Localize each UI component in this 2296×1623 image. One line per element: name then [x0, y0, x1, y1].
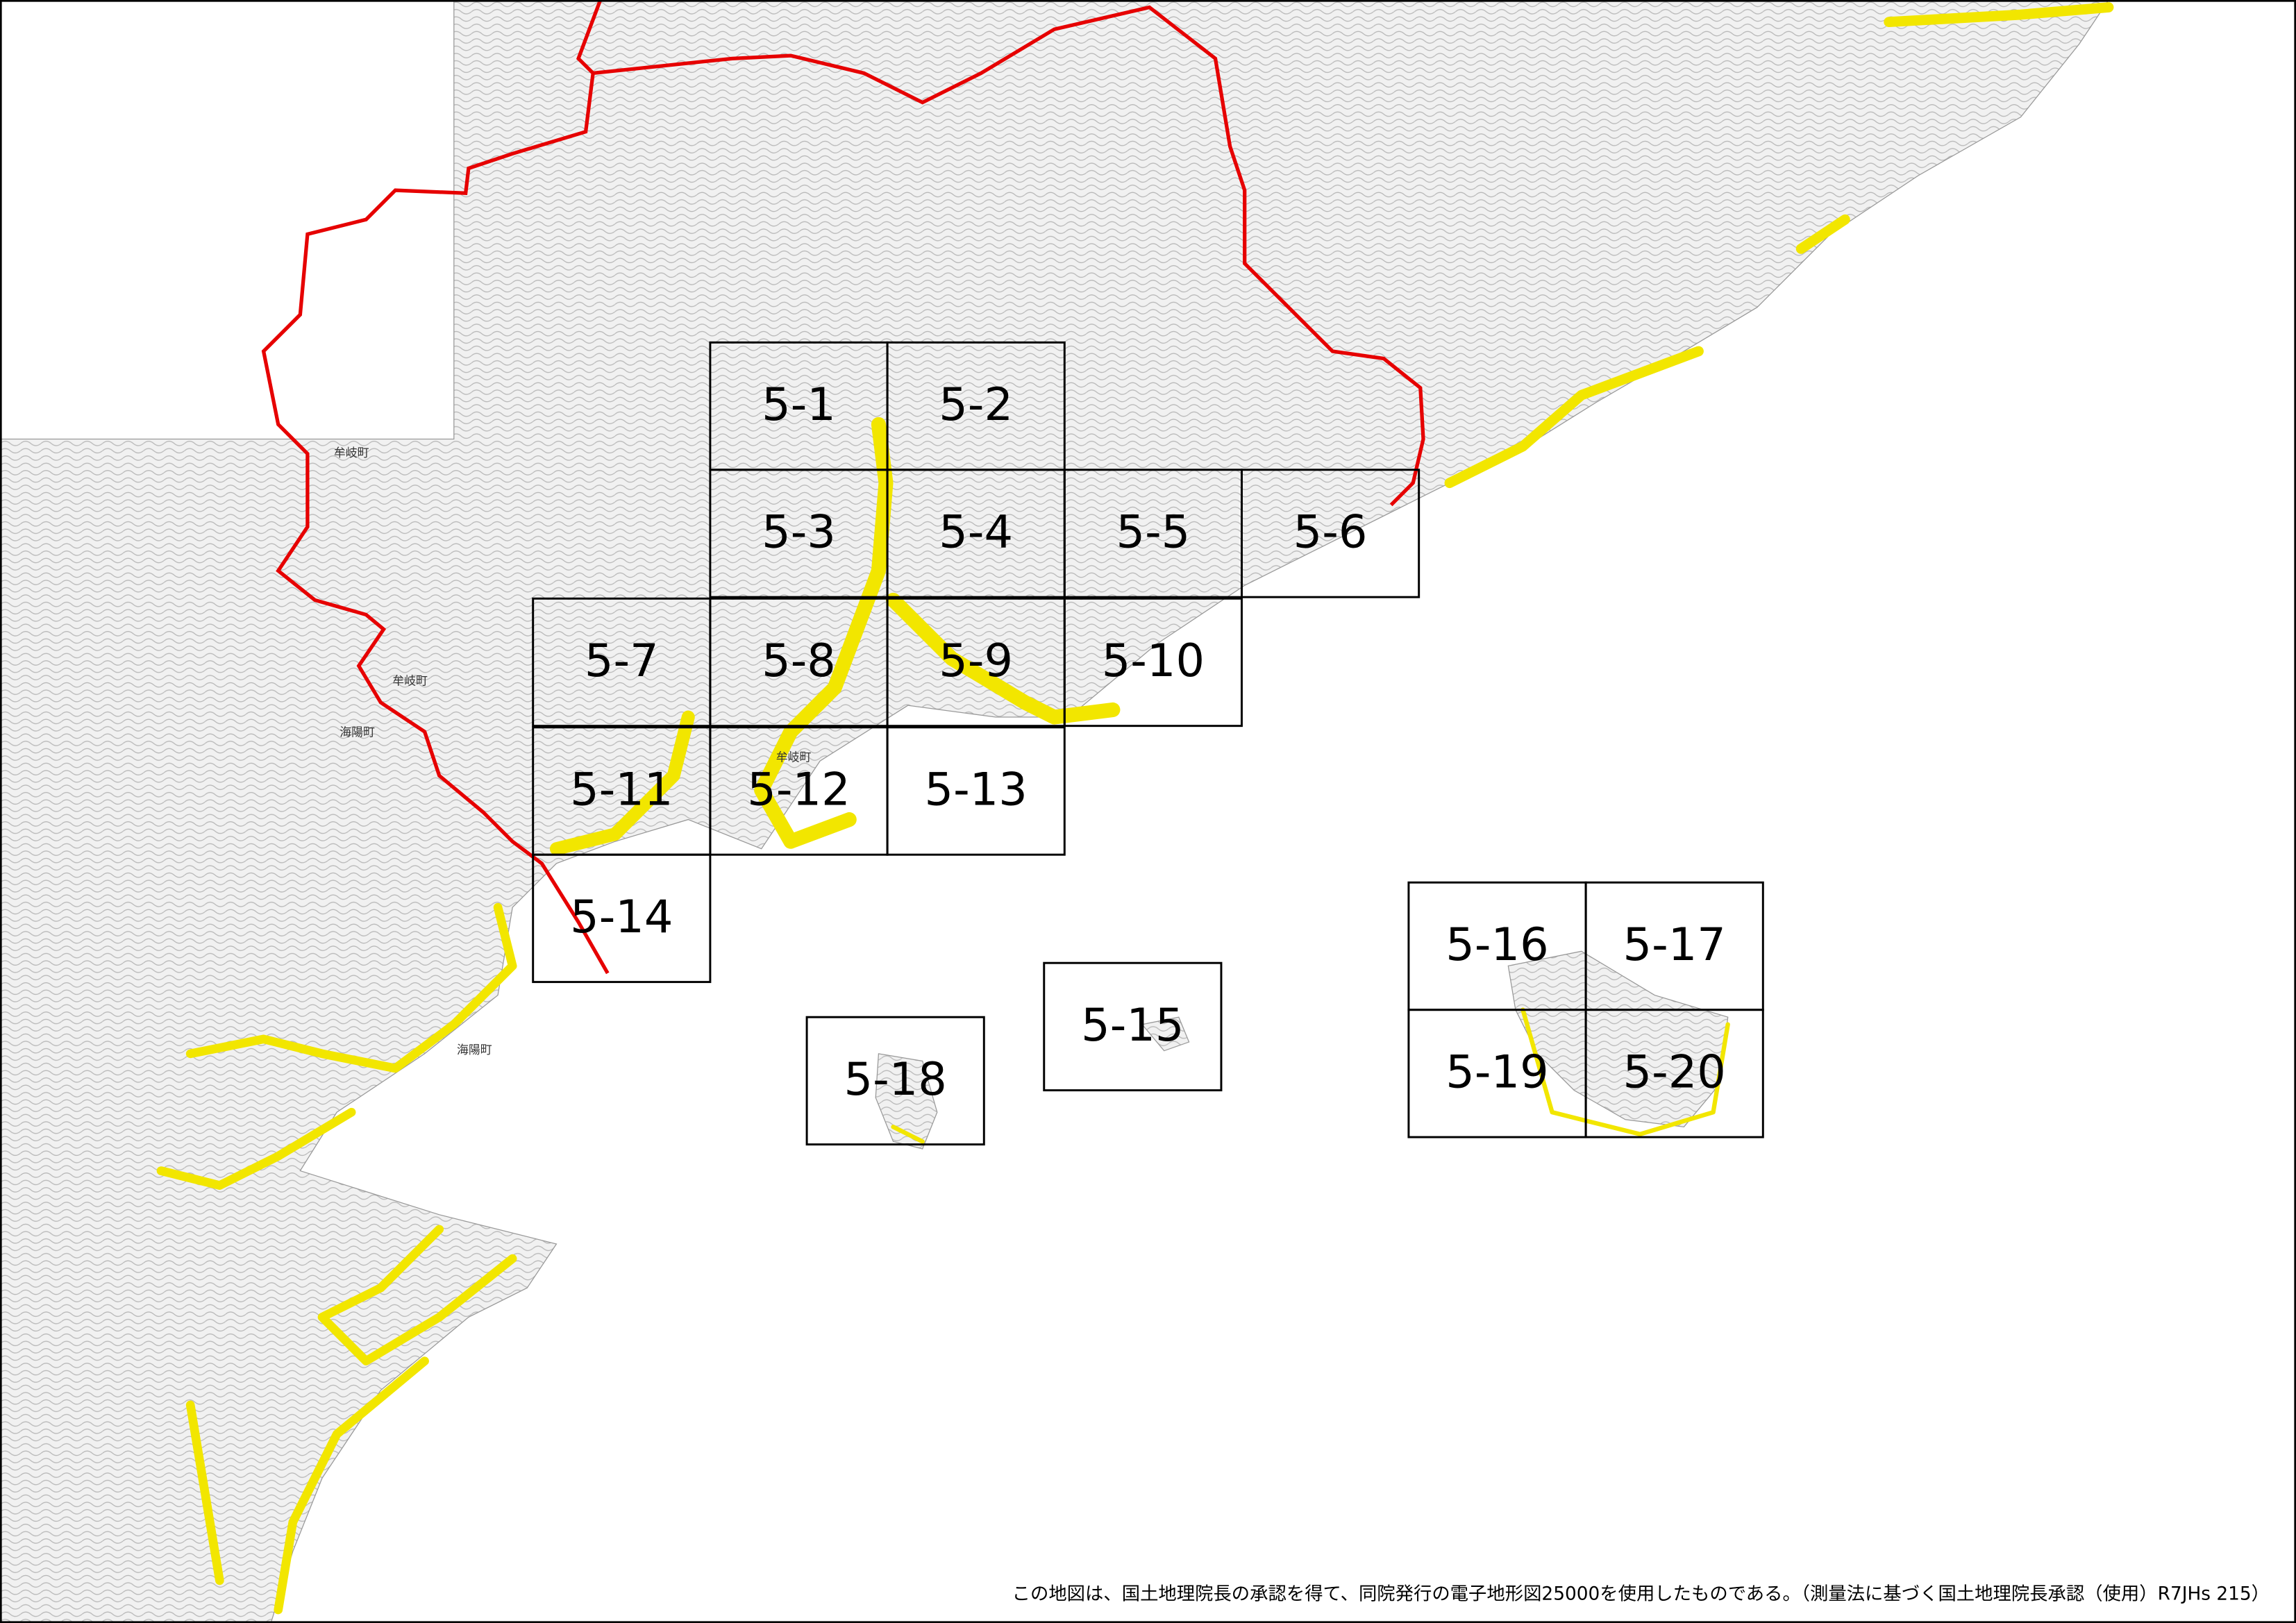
town-label: 海陽町 — [457, 1043, 492, 1057]
town-label: 牟岐町 — [776, 750, 812, 764]
grid-cell — [886, 726, 1066, 856]
cell-label: 5-1 — [762, 378, 836, 431]
cell-label: 5-20 — [1623, 1046, 1726, 1099]
inundation-areas — [156, 2, 2114, 1615]
cell-label: 5-18 — [844, 1053, 947, 1106]
grid-cells: 5-1 5-2 5-3 5-4 5-5 5-6 5-7 5-8 5-9 5-10 5-11 5-12 5… — [532, 341, 1764, 1146]
cell-label: 5-10 — [1102, 634, 1205, 687]
cell-label: 5-7 — [585, 634, 659, 687]
grid-cell — [1043, 961, 1223, 1092]
cell-label: 5-11 — [570, 764, 673, 816]
cell-label: 5-3 — [762, 506, 836, 559]
grid-cell — [532, 853, 712, 984]
town-label: 牟岐町 — [334, 446, 369, 460]
cell-label: 5-15 — [1081, 999, 1184, 1052]
town-label: 牟岐町 — [392, 674, 428, 688]
municipal-boundary — [261, 0, 1425, 975]
grid-cell — [1584, 1009, 1764, 1138]
cell-label: 5-14 — [570, 891, 673, 943]
cell-label: 5-5 — [1116, 506, 1190, 559]
island — [875, 1053, 938, 1150]
footer-note: この地図は、国土地理院長の承認を得て、同院発行の電子地形図25000を使用したも… — [1012, 1583, 2270, 1604]
cell-label: 5-13 — [924, 764, 1027, 816]
cell-label: 5-17 — [1623, 918, 1726, 971]
land — [0, 0, 2109, 1623]
cell-label: 5-12 — [747, 764, 850, 816]
cell-label: 5-2 — [939, 378, 1013, 431]
cell-label: 5-16 — [1446, 918, 1548, 971]
grid-cell — [1063, 597, 1243, 728]
cell-label: 5-8 — [762, 634, 836, 687]
town-label: 海陽町 — [340, 725, 375, 739]
grid-cell — [805, 1016, 985, 1146]
cell-label: 5-9 — [939, 634, 1013, 687]
grid-cell — [1241, 469, 1421, 598]
cell-label: 5-6 — [1293, 506, 1368, 559]
cell-label: 5-19 — [1446, 1046, 1548, 1099]
island — [1141, 1016, 1190, 1052]
cell-label: 5-4 — [939, 506, 1013, 559]
